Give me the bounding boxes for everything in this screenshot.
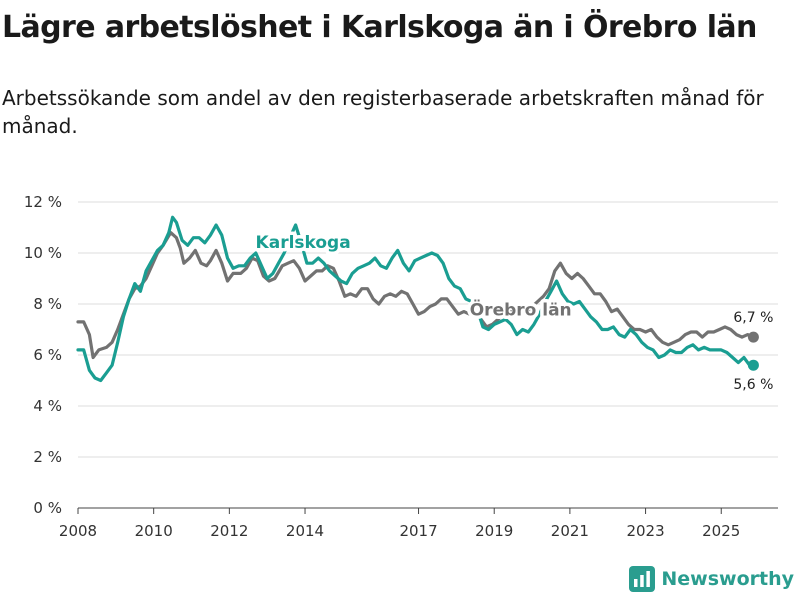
chart-subtitle: Arbetssökande som andel av den registerb… [2, 86, 764, 138]
x-tick-label: 2023 [626, 522, 664, 540]
y-tick-label: 2 % [33, 448, 62, 466]
series-label-karlskoga: Karlskoga [256, 233, 351, 253]
series-label-halo: Karlskoga [256, 233, 351, 253]
series-line-karlskoga [76, 215, 755, 383]
series-label-orebro-lan: Örebro län [470, 298, 572, 320]
x-tick-label: 2014 [286, 522, 324, 540]
axes: 0 % 2 % 4 % 6 % 8 % 10 % 12 % 2008 2010 2012 2014 2… [24, 193, 778, 540]
y-tick-label: 0 % [33, 499, 62, 517]
x-tick-label: 2025 [702, 522, 740, 540]
endpoint-marker-karlskoga [747, 359, 759, 371]
endpoint-marker-orebro-lan [747, 331, 759, 343]
y-tick-label: 10 % [24, 244, 62, 262]
series-lines [76, 215, 759, 383]
y-tick-label: 8 % [33, 295, 62, 313]
y-tick-label: 12 % [24, 193, 62, 211]
y-tick-label: 4 % [33, 397, 62, 415]
x-tick-label: 2010 [135, 522, 173, 540]
x-tick-label: 2008 [59, 522, 97, 540]
end-value-label-karlskoga: 5,6 % [733, 377, 773, 393]
x-tick-label: 2017 [399, 522, 437, 540]
x-tick-label: 2019 [475, 522, 513, 540]
x-tick-label: 2012 [210, 522, 248, 540]
series-label-halo: Örebro län [470, 298, 572, 320]
x-tick-label: 2021 [551, 522, 589, 540]
newsworthy-brand: Newsworthy [629, 566, 794, 592]
newsworthy-brand-name: Newsworthy [661, 568, 794, 590]
end-value-label-orebro-lan: 6,7 % [733, 310, 773, 326]
y-tick-label: 6 % [33, 346, 62, 364]
chart-title: Lägre arbetslöshet i Karlskoga än i Öreb… [2, 10, 757, 45]
newsworthy-logo-icon [629, 566, 656, 592]
series-line-orebro-lan [76, 231, 755, 360]
